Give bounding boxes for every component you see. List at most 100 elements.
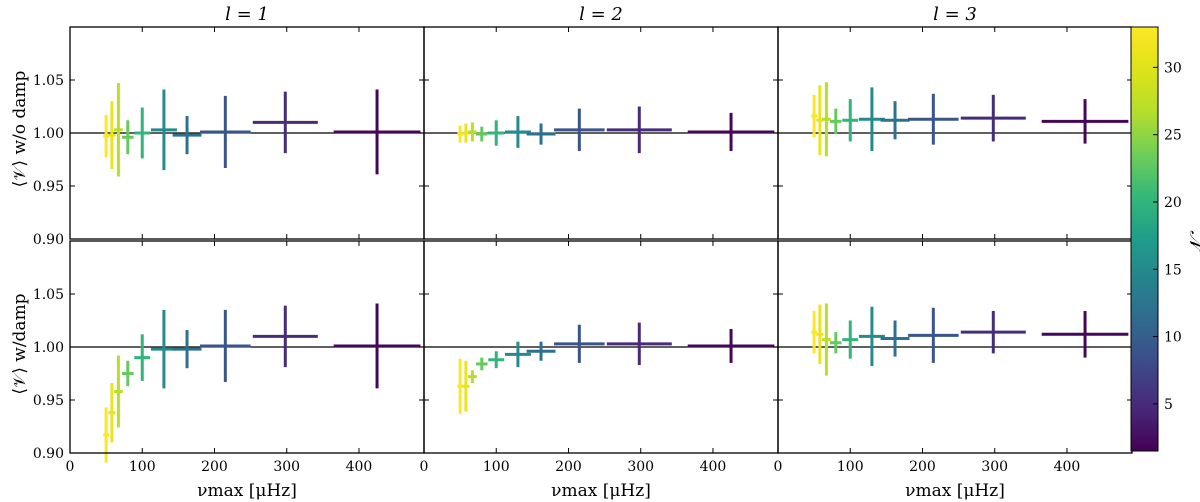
ylabel-bottom: ⟨𝒱⟩ w/damp bbox=[10, 293, 30, 394]
x-tick-label: 0 bbox=[66, 459, 75, 475]
x-tick-label: 300 bbox=[981, 459, 1008, 475]
errorbar-point bbox=[252, 305, 318, 368]
errorbar-point bbox=[908, 307, 959, 363]
errorbar-point bbox=[457, 125, 464, 143]
colorbar-tick-label: 30 bbox=[1164, 60, 1182, 76]
x-tick-label: 0 bbox=[420, 459, 429, 475]
colorbar-gradient bbox=[1130, 26, 1159, 452]
errorbar-point bbox=[103, 407, 110, 463]
y-tick-label: 1.00 bbox=[33, 126, 64, 142]
y-tick-label: 1.05 bbox=[33, 73, 64, 89]
x-tick-label: 200 bbox=[909, 459, 936, 475]
colorbar-label: 𝒩 bbox=[1185, 230, 1200, 253]
errorbar-point bbox=[476, 357, 488, 371]
colorbar-ticks: 5 10 15 20 25 30 bbox=[1153, 60, 1182, 413]
colorbar-tick-label: 10 bbox=[1164, 330, 1182, 346]
text-layer: ⟨𝒱⟩ w/o damp ⟨𝒱⟩ w/damp νmax [μHz] νmax … bbox=[10, 4, 1005, 501]
errorbar-point bbox=[822, 303, 831, 376]
x-tick-label: 300 bbox=[627, 459, 654, 475]
errorbar-point bbox=[960, 310, 1026, 354]
x-tick-label: 300 bbox=[273, 459, 300, 475]
y-tick-label: 0.90 bbox=[33, 232, 64, 248]
errorbar-point bbox=[687, 112, 775, 152]
x-tick-label: 400 bbox=[700, 459, 727, 475]
errorbar-point bbox=[842, 320, 859, 359]
errorbar-point bbox=[816, 304, 824, 364]
errorbar-point bbox=[150, 89, 177, 171]
colorbar-tick-label: 20 bbox=[1164, 195, 1182, 211]
panel-r1-c3 bbox=[777, 26, 1133, 240]
x-tick-label: 200 bbox=[201, 459, 228, 475]
errorbar-point bbox=[200, 309, 251, 382]
xlabel-col-3: νmax [μHz] bbox=[905, 481, 1005, 501]
x-tick-label: 100 bbox=[129, 459, 156, 475]
y-tick-label: 0.95 bbox=[33, 393, 64, 409]
errorbar-point bbox=[468, 370, 477, 384]
errorbar-point bbox=[1041, 99, 1129, 144]
colorbar-tick-label: 5 bbox=[1164, 397, 1173, 413]
errorbar-point bbox=[333, 89, 421, 175]
x-tick-label: 0 bbox=[774, 459, 783, 475]
errorbar-point bbox=[554, 108, 605, 152]
colorbar-tick-label: 15 bbox=[1164, 262, 1182, 278]
panel-r1-c2 bbox=[423, 26, 779, 240]
xlabel-col-1: νmax [μHz] bbox=[197, 481, 297, 501]
errorbar-point bbox=[1041, 310, 1129, 358]
errorbar-point bbox=[134, 334, 151, 381]
errorbar-point bbox=[172, 116, 202, 155]
errorbar-point bbox=[822, 82, 831, 157]
errorbar-point bbox=[200, 95, 251, 168]
column-title-1: l = 1 bbox=[225, 4, 269, 25]
x-tick-label: 200 bbox=[555, 459, 582, 475]
errorbar-point bbox=[488, 120, 505, 146]
errorbar-point bbox=[488, 351, 505, 369]
x-tick-label: 100 bbox=[837, 459, 864, 475]
errorbar-point bbox=[252, 91, 318, 154]
y-tick-label: 1.00 bbox=[33, 340, 64, 356]
ylabel-top: ⟨𝒱⟩ w/o damp bbox=[10, 71, 30, 188]
errorbar-point bbox=[526, 123, 556, 145]
y-tick-label: 0.95 bbox=[33, 179, 64, 195]
y-tick-label: 0.90 bbox=[33, 446, 64, 462]
errorbar-point bbox=[333, 303, 421, 389]
xlabel-col-2: νmax [μHz] bbox=[551, 481, 651, 501]
errorbar-point bbox=[122, 360, 134, 387]
errorbar-point bbox=[504, 341, 531, 368]
column-title-3: l = 3 bbox=[933, 4, 977, 25]
errorbar-point bbox=[842, 99, 859, 142]
errorbar-point bbox=[103, 114, 110, 158]
errorbar-point bbox=[811, 94, 818, 138]
errorbar-point bbox=[606, 106, 672, 154]
errorbar-point bbox=[108, 101, 116, 170]
errorbar-point bbox=[960, 94, 1026, 142]
errorbar-point bbox=[554, 324, 605, 363]
panel-r1-c1: 0.90 0.95 1.00 1.05 bbox=[33, 26, 425, 248]
errorbar-point bbox=[457, 358, 464, 414]
errorbar-point bbox=[830, 332, 842, 354]
colorbar: 5 10 15 20 25 30 𝒩 bbox=[1130, 26, 1200, 452]
panels-layer: 0.90 0.95 1.00 1.05 0 100 200 300 400 0.90 0.95 1.0… bbox=[33, 26, 1133, 475]
x-tick-label: 100 bbox=[483, 459, 510, 475]
x-tick-label: 400 bbox=[346, 459, 373, 475]
y-tick-label: 1.05 bbox=[33, 287, 64, 303]
panel-r2-c1: 0 100 200 300 400 0.90 0.95 1.00 1.05 bbox=[33, 240, 425, 475]
errorbar-point bbox=[811, 310, 818, 354]
errorbar-point bbox=[880, 320, 910, 357]
errorbar-point bbox=[122, 120, 134, 155]
column-title-2: l = 2 bbox=[579, 4, 623, 25]
errorbar-point bbox=[526, 341, 556, 361]
errorbar-point bbox=[606, 322, 672, 366]
panel-r2-c3: 0 100 200 300 400 bbox=[774, 240, 1133, 475]
errorbar-point bbox=[134, 107, 151, 159]
errorbar-point bbox=[830, 108, 842, 135]
errorbar-point bbox=[858, 306, 885, 367]
errorbar-point bbox=[908, 93, 959, 145]
errorbar-point bbox=[504, 116, 531, 148]
errorbar-point bbox=[108, 383, 116, 443]
errorbar-point bbox=[476, 126, 488, 142]
errorbar-point bbox=[687, 328, 775, 363]
errorbar-point bbox=[172, 330, 202, 369]
errorbar-point bbox=[114, 83, 123, 177]
errorbar-point bbox=[880, 101, 910, 140]
